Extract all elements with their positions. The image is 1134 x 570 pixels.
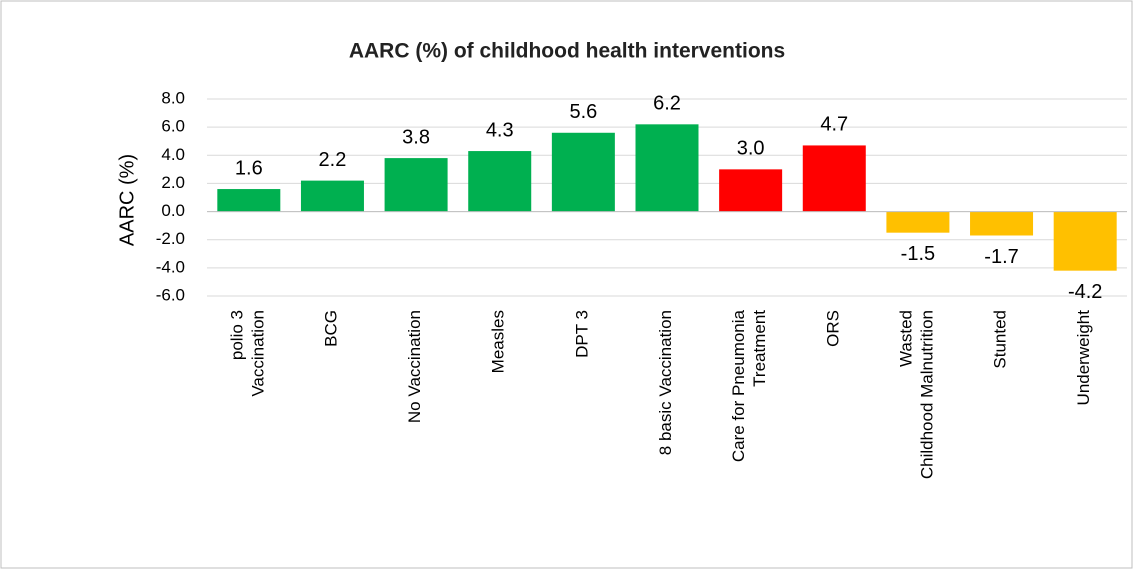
bar <box>384 158 448 212</box>
x-tick-label: Care for Pneumonia Treatment <box>730 309 770 462</box>
x-tick-label: BCG <box>322 310 341 347</box>
bar <box>970 211 1034 236</box>
x-tick-label: Measles <box>489 310 508 373</box>
data-label: 4.3 <box>486 119 514 141</box>
bar <box>886 211 950 233</box>
bar <box>300 180 364 212</box>
x-tick-label: No Vaccination <box>406 310 425 423</box>
bar <box>1053 211 1117 271</box>
y-tick-label: 0.0 <box>161 201 185 220</box>
y-axis-label: AARC (%) <box>116 154 138 246</box>
data-label: -1.7 <box>984 246 1018 268</box>
y-tick-label: 4.0 <box>161 145 185 164</box>
data-label: -4.2 <box>1068 281 1102 303</box>
data-label: 6.2 <box>653 93 681 115</box>
x-tick-label: Wasted Childhood Malnutrition <box>897 310 937 479</box>
y-tick-label: -6.0 <box>156 285 185 304</box>
bar <box>719 169 783 212</box>
x-tick-label: Stunted <box>991 310 1010 369</box>
data-label: 2.2 <box>319 149 347 171</box>
data-label: 1.6 <box>235 157 263 179</box>
chart-title: AARC (%) of childhood health interventio… <box>349 40 785 63</box>
bar <box>551 132 615 212</box>
data-label: 4.7 <box>820 114 848 136</box>
y-tick-label: -2.0 <box>156 229 185 248</box>
y-tick-label: 6.0 <box>161 117 185 136</box>
bar <box>217 189 281 212</box>
x-tick-label: DPT 3 <box>573 310 592 358</box>
y-tick-label: 8.0 <box>161 88 185 107</box>
data-label: -1.5 <box>901 243 935 265</box>
y-tick-label: 2.0 <box>161 173 185 192</box>
y-tick-label: -4.0 <box>156 257 185 276</box>
data-label: 3.8 <box>402 126 430 148</box>
bar <box>802 145 866 212</box>
x-tick-label: ORS <box>824 310 843 347</box>
data-label: 3.0 <box>737 138 765 160</box>
data-label: 5.6 <box>569 101 597 123</box>
x-tick-label: Underweight <box>1075 310 1094 406</box>
bar <box>635 124 699 212</box>
x-tick-label: polio 3 Vaccination <box>228 310 268 397</box>
bar <box>468 151 532 212</box>
x-tick-label: 8 basic Vaccination <box>656 310 675 455</box>
